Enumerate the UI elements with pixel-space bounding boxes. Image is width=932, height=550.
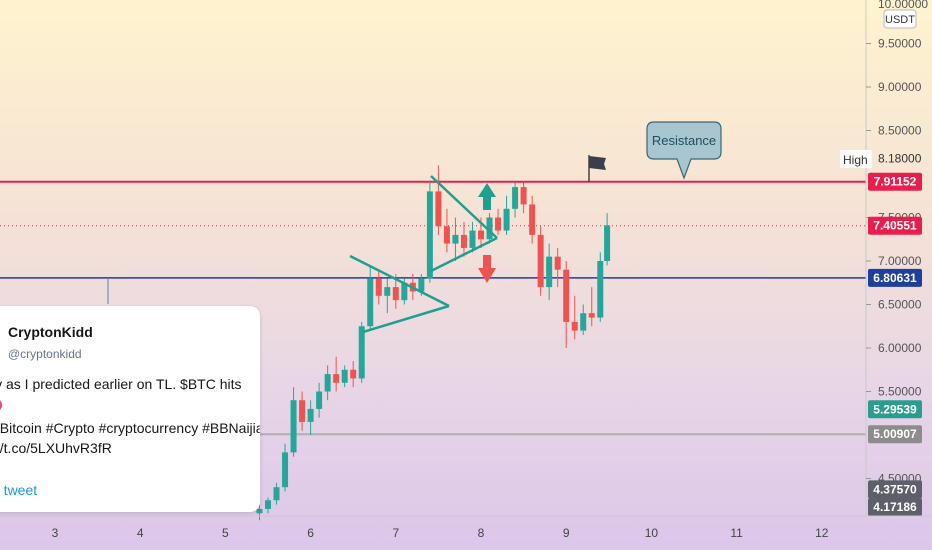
price-tags: 7.91152 7.40551 6.80631 5.29539 5.00907 4.375… [868,172,922,517]
tweet-author-name[interactable]: CryptonKidd [8,324,93,340]
down-arrow-icon [478,255,496,283]
candle [554,247,561,288]
candle [486,213,493,244]
candle [375,269,382,305]
candle [367,265,374,331]
candle [384,278,391,314]
candle [282,443,289,492]
candle [469,221,476,253]
svg-text:7.91152: 7.91152 [874,175,917,189]
candle [604,213,611,266]
candle [546,243,553,301]
svg-text:5.00907: 5.00907 [873,427,917,441]
currency-label: USDT [883,9,917,29]
flag-icon [588,155,606,182]
candle [341,365,348,388]
candle [316,382,323,418]
price-tick-label: 9.00000 [878,80,922,94]
candle [588,287,595,327]
candle [452,217,459,261]
price-tick-label: 7.00000 [878,254,922,268]
candle [495,208,502,235]
candles-group [256,165,611,521]
candle [503,195,510,235]
candle [563,261,570,348]
candle [460,221,467,257]
up-arrow-icon [478,183,496,210]
price-tick-label: 6.50000 [878,298,922,312]
svg-text:4.17186: 4.17186 [873,500,917,514]
triangle-pattern-2 [430,175,498,273]
resistance-callout: Resistance [646,121,722,180]
triangle-pattern-1 [349,254,450,334]
time-tick-label: 10 [645,526,659,540]
time-tick-label: 6 [307,526,314,540]
candle [324,365,331,401]
svg-text:High: High [843,153,868,167]
time-tick-label: 7 [392,526,399,540]
price-tag: 6.80631 [868,268,922,287]
price-axis-top-tick: 10.00000 [878,0,928,11]
tweet-text-line-2: #Bitcoin #Crypto #cryptocurrency #BBNaij… [0,420,260,436]
resistance-callout-text: Resistance [652,133,716,148]
candle [333,356,340,392]
price-tag: 4.17186 [868,498,922,517]
time-axis-ticks: 3 4 5 6 7 8 9 10 11 12 [52,526,829,540]
tweet-emoji-icon [0,398,2,412]
candle [426,182,433,283]
time-tick-label: 11 [730,526,743,540]
price-tag: 5.29539 [868,400,922,419]
candle [571,295,578,340]
tweet-text-line-1: ly as I predicted earlier on TL. $BTC hi… [0,376,242,392]
svg-text:7.40551: 7.40551 [873,219,917,233]
tweet-text-line-3[interactable]: ://t.co/5LXUhvR3fR [0,440,112,456]
candle [435,165,442,235]
time-tick-label: 8 [478,526,485,540]
candle [290,387,297,457]
candle [443,208,450,253]
price-tick-label: 9.50000 [878,37,922,51]
svg-text:USDT: USDT [885,14,915,26]
svg-text:5.29539: 5.29539 [873,402,917,416]
svg-text:8.18000: 8.18000 [878,151,922,165]
price-tag: 7.40551 [868,216,922,235]
price-tag: 5.00907 [868,425,922,444]
candle [512,182,519,218]
candle [299,391,306,431]
time-tick-label: 12 [815,526,829,540]
embedded-tweet[interactable]: CryptonKidd @cryptonkidd ly as I predict… [0,306,260,512]
price-tag: 7.91152 [868,172,922,191]
candle [580,304,587,335]
svg-text:6.80631: 6.80631 [873,271,917,285]
candle [520,182,527,214]
candle [529,195,536,244]
time-tick-label: 3 [52,526,59,540]
price-tag: 4.37570 [868,480,922,499]
time-tick-label: 5 [222,526,229,540]
price-tick-label: 6.00000 [878,341,922,355]
tweet-author-handle[interactable]: @cryptonkidd [8,347,82,361]
price-tick-label: 8.50000 [878,124,922,138]
candle [273,482,280,505]
candle [256,504,263,521]
candle [350,361,357,388]
time-tick-label: 9 [563,526,570,540]
candle [358,321,365,383]
candle [265,497,271,514]
tweet-view-link[interactable]: o tweet [0,482,38,498]
candle [307,400,314,435]
high-marker: High 8.18000 [840,150,922,168]
time-tick-label: 4 [137,526,144,540]
price-tick-label: 5.50000 [878,385,922,399]
candle [537,226,544,296]
svg-text:4.37570: 4.37570 [873,482,917,496]
candle [597,252,604,322]
